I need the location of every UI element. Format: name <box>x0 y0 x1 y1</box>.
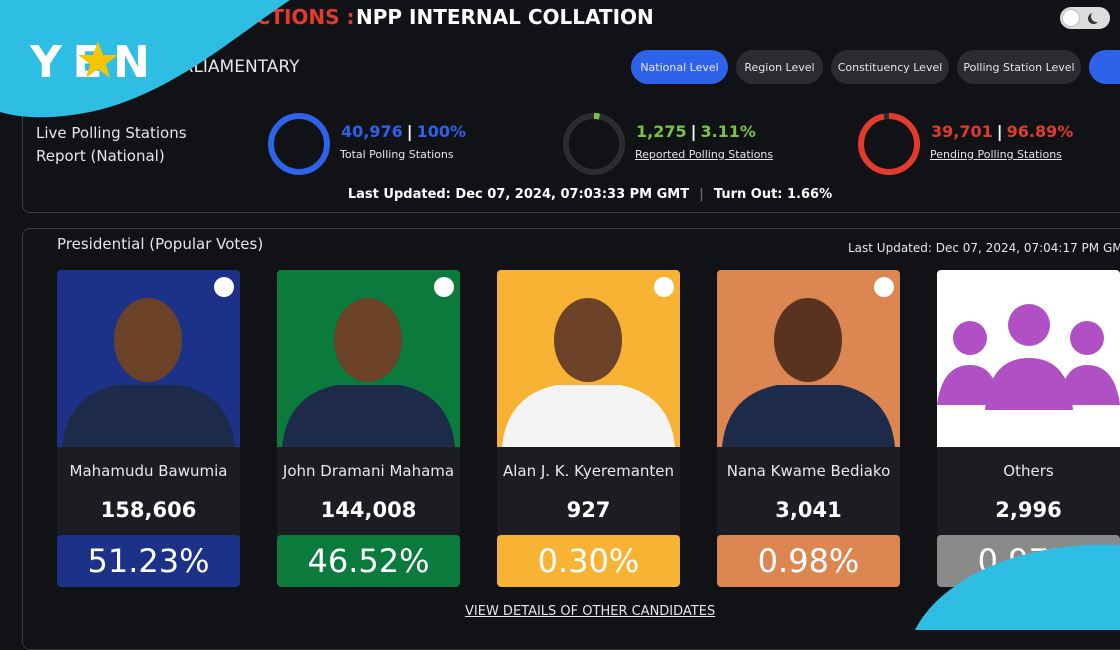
stat-label: Total Polling Stations <box>340 148 454 161</box>
stat-count: 39,701 <box>931 122 993 141</box>
candidate-photo <box>497 270 680 447</box>
candidate-name: John Dramani Mahama <box>282 462 455 480</box>
icon-head <box>953 321 987 355</box>
candidate-photo <box>277 270 460 447</box>
subtitle: ARLIAMENTARY <box>170 57 300 77</box>
stat-label: Reported Polling Stations <box>635 148 774 161</box>
candidate-photo <box>717 270 900 447</box>
candidate-votes: 927 <box>566 498 611 522</box>
title: NPP INTERNAL COLLATION <box>356 5 654 29</box>
heading-line: Live Polling Stations <box>36 124 187 142</box>
separator: | <box>996 122 1003 141</box>
print-button[interactable] <box>1089 50 1120 84</box>
candidate-percent: 0.30% <box>497 535 680 587</box>
corner-blob <box>915 544 1120 630</box>
candidate-percent: 51.23% <box>57 535 240 587</box>
logo: YEN <box>0 0 290 118</box>
photo-body <box>502 385 675 447</box>
ring <box>858 113 920 175</box>
stat-values: 40,976 | 100% <box>341 122 466 141</box>
icon-head <box>1070 321 1104 355</box>
candidate-card: John Dramani Mahama 144,008 46.52% <box>277 270 460 587</box>
photo-face <box>554 298 622 382</box>
ring-track <box>563 113 625 175</box>
level-button[interactable]: Region Level <box>736 50 823 84</box>
presidential-title: Presidential (Popular Votes) <box>57 235 264 253</box>
heading-line: Report (National) <box>36 147 165 165</box>
icon-body <box>937 358 1120 410</box>
candidate-name: Mahamudu Bawumia <box>69 462 228 480</box>
candidate-name: Others <box>1003 462 1054 480</box>
photo-face <box>114 298 182 382</box>
candidate-photo <box>937 270 1120 447</box>
ring <box>268 113 330 175</box>
theme-toggle[interactable] <box>1060 7 1110 29</box>
candidate-name: Nana Kwame Bediako <box>726 462 891 480</box>
stat-label: Pending Polling Stations <box>930 148 1062 161</box>
candidate-percent: 46.52% <box>277 535 460 587</box>
logo-blob <box>0 0 290 118</box>
party-badge <box>654 277 674 297</box>
photo-body <box>62 385 235 447</box>
stations-panel <box>22 100 1120 213</box>
stat-percent: 3.11% <box>700 122 756 141</box>
corner-shape <box>915 544 1120 630</box>
level-button[interactable]: National Level <box>631 50 728 84</box>
party-badge <box>434 277 454 297</box>
ring-arc <box>563 113 625 175</box>
stations-heading: Live Polling Stations Report (National) <box>36 122 187 168</box>
candidate-name: Alan J. K. Kyeremanten <box>502 462 675 480</box>
level-button[interactable]: Polling Station Level <box>957 50 1081 84</box>
separator: | <box>690 122 697 141</box>
stat-percent: 100% <box>416 122 467 141</box>
candidate-votes: 158,606 <box>100 498 197 522</box>
ring <box>563 113 625 175</box>
ring-arc <box>268 113 330 175</box>
candidate-votes: 144,008 <box>320 498 417 522</box>
turnout: Turn Out: 1.66% <box>713 187 833 202</box>
ring-arc <box>858 113 920 175</box>
last-updated: Last Updated: Dec 07, 2024, 07:03:33 PM … <box>347 187 690 202</box>
separator: | <box>406 122 413 141</box>
candidate-card: Mahamudu Bawumia 158,606 51.23% <box>57 270 240 587</box>
party-badge <box>214 277 234 297</box>
stat-count: 1,275 <box>636 122 687 141</box>
photo-body <box>282 385 455 447</box>
candidate-votes: 3,041 <box>775 498 842 522</box>
photo-face <box>334 298 402 382</box>
candidate-percent: 0.98% <box>717 535 900 587</box>
photo-body <box>722 385 895 447</box>
level-button[interactable]: Constituency Level <box>831 50 949 84</box>
candidate-card: Alan J. K. Kyeremanten 927 0.30% <box>497 270 680 587</box>
stat-percent: 96.89% <box>1006 122 1074 141</box>
candidate-photo <box>57 270 240 447</box>
party-badge <box>1094 277 1114 297</box>
icon-head <box>1008 304 1050 346</box>
party-badge <box>874 277 894 297</box>
presidential-updated: Last Updated: Dec 07, 2024, 07:04:17 PM … <box>848 241 1120 255</box>
stat-count: 40,976 <box>341 122 403 141</box>
logo-star <box>78 41 118 78</box>
details-link[interactable]: VIEW DETAILS OF OTHER CANDIDATES <box>465 604 716 619</box>
stations-footer: Last Updated: Dec 07, 2024, 07:03:33 PM … <box>347 187 833 202</box>
stat-values: 1,275 | 3.11% <box>636 122 756 141</box>
candidate-card: Nana Kwame Bediako 3,041 0.98% <box>717 270 900 587</box>
photo-face <box>774 298 842 382</box>
stat-values: 39,701 | 96.89% <box>931 122 1073 141</box>
candidate-votes: 2,996 <box>995 498 1062 522</box>
